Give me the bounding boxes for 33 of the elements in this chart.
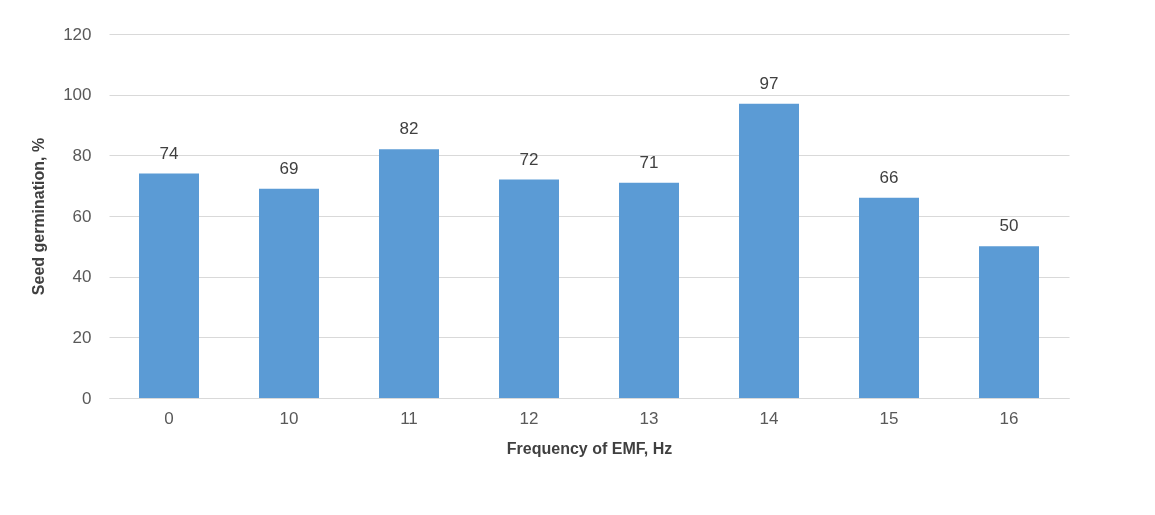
y-tick-label: 0 [82,388,92,408]
x-tick-label: 10 [279,408,299,428]
x-tick-label: 13 [639,408,659,428]
y-tick-label: 80 [72,145,92,165]
bar [379,149,439,398]
data-label: 82 [399,119,419,139]
y-tick-label: 120 [63,24,92,44]
bar [259,188,319,398]
x-tick-label: 0 [164,408,174,428]
y-tick-label: 100 [63,85,92,105]
y-tick-label: 40 [72,267,92,287]
x-tick-label: 15 [879,408,899,428]
data-label: 71 [639,152,659,172]
x-axis-title: Frequency of EMF, Hz [506,439,673,457]
data-label: 74 [159,143,179,163]
data-label: 69 [279,158,299,178]
bar [499,179,559,398]
x-tick-label: 12 [519,408,539,428]
y-axis-title: Seed germination, % [30,137,48,296]
data-label: 66 [879,167,899,187]
x-tick-label: 11 [400,408,418,428]
data-label: 97 [759,73,779,93]
y-tick-label: 60 [72,206,92,226]
x-tick-label: 14 [759,408,779,428]
y-tick-label: 20 [72,327,92,347]
bar [979,246,1039,398]
bar [139,173,199,398]
bar [859,197,919,398]
bar [619,182,679,398]
x-tick-label: 16 [999,408,1019,428]
data-label: 72 [519,149,539,169]
bar [739,103,799,398]
data-label: 50 [999,216,1019,236]
